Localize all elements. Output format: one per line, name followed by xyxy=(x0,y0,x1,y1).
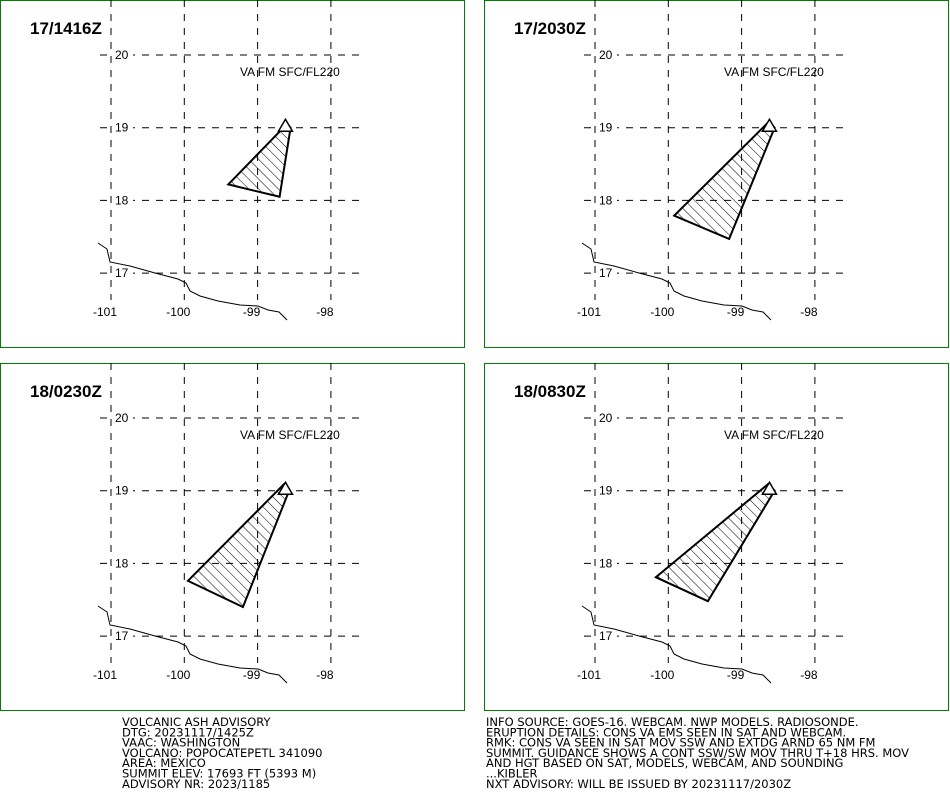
lat-label: 20 xyxy=(115,411,129,425)
lat-label: 17 xyxy=(115,629,129,643)
map-panel: -101 -100 -99 -98 17 18 19 20 18/0230Z VA FM SFC/… xyxy=(0,363,465,711)
coastline xyxy=(581,605,772,684)
lon-label: -98 xyxy=(316,305,334,319)
lon-label: -100 xyxy=(166,305,190,319)
lat-label: 17 xyxy=(115,266,129,280)
panel-level: VA FM SFC/FL220 xyxy=(724,65,824,79)
label-bg xyxy=(597,47,617,62)
panel-border xyxy=(484,363,949,711)
lat-label: 19 xyxy=(599,484,613,498)
advisory-line: INFO SOURCE: GOES-16. WEBCAM. NWP MODELS… xyxy=(486,715,859,729)
panel-level: VA FM SFC/FL220 xyxy=(240,65,340,79)
label-bg xyxy=(113,265,133,281)
lon-label: -101 xyxy=(93,305,117,319)
lon-label: -99 xyxy=(727,305,745,319)
label-bg xyxy=(597,119,617,135)
lon-label: -99 xyxy=(727,668,745,682)
volcano-symbol xyxy=(277,480,294,495)
label-bg xyxy=(113,47,133,62)
panel-time: 18/0830Z xyxy=(514,382,586,401)
lat-label: 20 xyxy=(599,411,613,425)
lat-label: 18 xyxy=(115,556,129,570)
lat-label: 20 xyxy=(115,48,129,62)
lon-label: -98 xyxy=(800,668,818,682)
advisory-line: ERUPTION DETAILS: CONS VA EMS SEEN IN SA… xyxy=(486,725,846,739)
lat-label: 18 xyxy=(599,556,613,570)
label-bg xyxy=(113,628,133,644)
label-bg xyxy=(597,192,617,208)
advisory-line: VOLCANO: POPOCATEPETL 341090 xyxy=(122,746,322,760)
label-bg xyxy=(113,555,133,571)
lon-label: -100 xyxy=(650,305,674,319)
lon-label: -100 xyxy=(650,668,674,682)
advisory-line: AREA: MEXICO xyxy=(122,756,206,770)
label-bg xyxy=(113,119,133,135)
label-bg xyxy=(597,410,617,425)
panel-border xyxy=(0,363,465,711)
lat-label: 18 xyxy=(599,193,613,207)
volcano-symbol xyxy=(761,480,778,495)
ash-area xyxy=(186,482,291,609)
advisory-line: RMK: CONS VA SEEN IN SAT MOV SSW AND EXT… xyxy=(486,736,875,750)
coastline xyxy=(97,242,288,321)
ash-area xyxy=(672,120,776,241)
label-bg xyxy=(597,555,617,571)
lon-label: -99 xyxy=(243,668,261,682)
advisory-line: SUMMIT. GUIDANCE SHOWS A CONT SSW/SW MOV… xyxy=(486,746,909,760)
lat-label: 18 xyxy=(115,193,129,207)
panel-border xyxy=(0,0,465,348)
map-panel: -101 -100 -99 -98 17 18 19 20 17/1416Z VA FM SFC/… xyxy=(0,0,465,348)
panel-level: VA FM SFC/FL220 xyxy=(724,428,824,442)
volcano-symbol xyxy=(277,117,294,132)
advisory-line: DTG: 20231117/1425Z xyxy=(122,725,254,739)
panel-time: 18/0230Z xyxy=(30,382,102,401)
lat-label: 20 xyxy=(599,48,613,62)
advisory-line: VOLCANIC ASH ADVISORY xyxy=(122,715,272,729)
lon-label: -101 xyxy=(577,305,601,319)
panel-time: 17/2030Z xyxy=(514,19,586,38)
lon-label: -100 xyxy=(166,668,190,682)
label-bg xyxy=(113,192,133,208)
coastline xyxy=(97,605,288,684)
advisory-line: NXT ADVISORY: WILL BE ISSUED BY 20231117… xyxy=(486,777,791,791)
ash-area xyxy=(226,122,292,198)
map-panel: -101 -100 -99 -98 17 18 19 20 18/0830Z VA FM SFC/… xyxy=(484,363,949,711)
advisory-line: ADVISORY NR: 2023/1185 xyxy=(122,777,270,791)
lat-label: 19 xyxy=(115,121,129,135)
lat-label: 17 xyxy=(599,266,613,280)
label-bg xyxy=(597,628,617,644)
advisory-line: ...KIBLER xyxy=(486,767,537,781)
lat-label: 19 xyxy=(599,121,613,135)
label-bg xyxy=(113,482,133,498)
lon-label: -101 xyxy=(93,668,117,682)
volcano-symbol xyxy=(761,117,778,132)
label-bg xyxy=(113,410,133,425)
lat-label: 17 xyxy=(599,629,613,643)
advisory-line: VAAC: WASHINGTON xyxy=(122,736,240,750)
label-bg xyxy=(597,265,617,281)
advisory-line: SUMMIT ELEV: 17693 FT (5393 M) xyxy=(122,767,316,781)
panel-level: VA FM SFC/FL220 xyxy=(240,428,340,442)
map-panel: -101 -100 -99 -98 17 18 19 20 17/2030Z VA FM SFC/… xyxy=(484,0,949,348)
label-bg xyxy=(597,482,617,498)
coastline xyxy=(581,242,772,321)
lat-label: 19 xyxy=(115,484,129,498)
lon-label: -98 xyxy=(316,668,334,682)
advisory-line: AND HGT BASED ON SAT, MODELS, WEBCAM, AN… xyxy=(486,756,843,770)
lon-label: -98 xyxy=(800,305,818,319)
panel-border xyxy=(484,0,949,348)
panel-time: 17/1416Z xyxy=(30,19,102,38)
lon-label: -101 xyxy=(577,668,601,682)
ash-area xyxy=(653,482,776,603)
lon-label: -99 xyxy=(243,305,261,319)
